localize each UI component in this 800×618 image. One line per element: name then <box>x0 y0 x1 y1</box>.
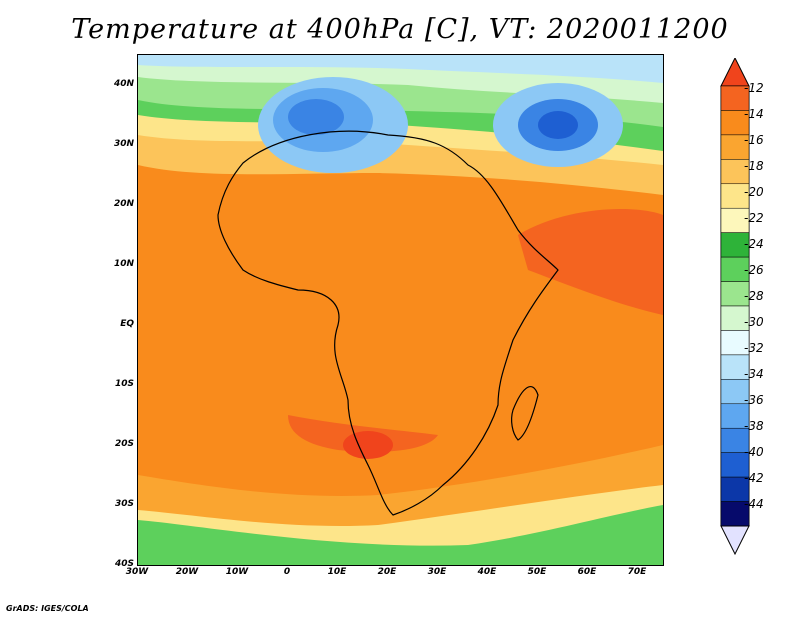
y-tick-20n: 20N <box>113 199 134 209</box>
chart-title: Temperature at 400hPa [C], VT: 202001120… <box>71 14 729 45</box>
colorbar-cell <box>720 452 750 478</box>
x-tick-30w: 30W <box>125 567 149 577</box>
colorbar-label: -30 <box>744 315 764 329</box>
colorbar-label: -14 <box>744 107 764 121</box>
colorbar-label: -22 <box>744 211 764 225</box>
cold-lobe-west-center <box>288 99 344 135</box>
y-tick-40s: 40S <box>114 559 134 569</box>
colorbar-cell <box>720 305 750 331</box>
colorbar-cell <box>720 207 750 233</box>
colorbar-label: -16 <box>744 133 764 147</box>
y-tick-30s: 30S <box>114 499 134 509</box>
colorbar-cell <box>720 330 750 356</box>
colorbar-label: -24 <box>744 237 764 251</box>
footer-credit: GrADS: IGES/COLA <box>6 604 89 613</box>
colorbar-label: -44 <box>744 497 764 511</box>
cold-lobe-east-center <box>538 111 578 139</box>
colorbar-cell <box>720 354 750 380</box>
africa-outline <box>217 130 559 516</box>
x-tick-50e: 50E <box>527 567 547 577</box>
temperature-map <box>137 54 664 566</box>
colorbar-cells <box>720 85 750 527</box>
x-tick-20w: 20W <box>175 567 199 577</box>
colorbar-cell <box>720 379 750 405</box>
field-band-s3 <box>138 505 663 565</box>
colorbar-label: -34 <box>744 367 764 381</box>
colorbar-label: -18 <box>744 159 764 173</box>
colorbar-cell <box>720 232 750 258</box>
y-tick-30n: 30N <box>113 139 134 149</box>
x-tick-30e: 30E <box>427 567 447 577</box>
field-band-n6 <box>138 55 663 83</box>
x-tick-70e: 70E <box>627 567 647 577</box>
colorbar <box>720 58 750 556</box>
colorbar-label: -28 <box>744 289 764 303</box>
colorbar-bottom-arrow <box>720 525 750 556</box>
y-tick-10n: 10N <box>113 259 134 269</box>
colorbar-label: -20 <box>744 185 764 199</box>
warm-core-south <box>343 431 393 459</box>
colorbar-label: -40 <box>744 445 764 459</box>
x-tick-10e: 10E <box>327 567 347 577</box>
colorbar-cell <box>720 183 750 209</box>
x-tick-0: 0 <box>283 567 291 577</box>
colorbar-cell <box>720 134 750 160</box>
x-tick-10w: 10W <box>225 567 249 577</box>
colorbar-label: -42 <box>744 471 764 485</box>
colorbar-cell <box>720 501 750 527</box>
x-tick-20e: 20E <box>377 567 397 577</box>
x-tick-60e: 60E <box>577 567 597 577</box>
colorbar-cell <box>720 85 750 111</box>
x-tick-40e: 40E <box>477 567 497 577</box>
colorbar-label: -32 <box>744 341 764 355</box>
colorbar-label: -26 <box>744 263 764 277</box>
colorbar-cell <box>720 110 750 136</box>
y-tick-10s: 10S <box>114 379 134 389</box>
colorbar-label: -12 <box>744 81 764 95</box>
madagascar-outline <box>511 385 539 441</box>
colorbar-cell <box>720 403 750 429</box>
map-canvas <box>138 55 663 565</box>
colorbar-cell <box>720 281 750 307</box>
y-tick-eq: EQ <box>120 319 134 329</box>
y-tick-20s: 20S <box>114 439 134 449</box>
colorbar-cell <box>720 427 750 453</box>
warm-patch-arabian-sea <box>518 209 663 315</box>
y-tick-40n: 40N <box>113 79 134 89</box>
colorbar-label: -36 <box>744 393 764 407</box>
colorbar-label: -38 <box>744 419 764 433</box>
